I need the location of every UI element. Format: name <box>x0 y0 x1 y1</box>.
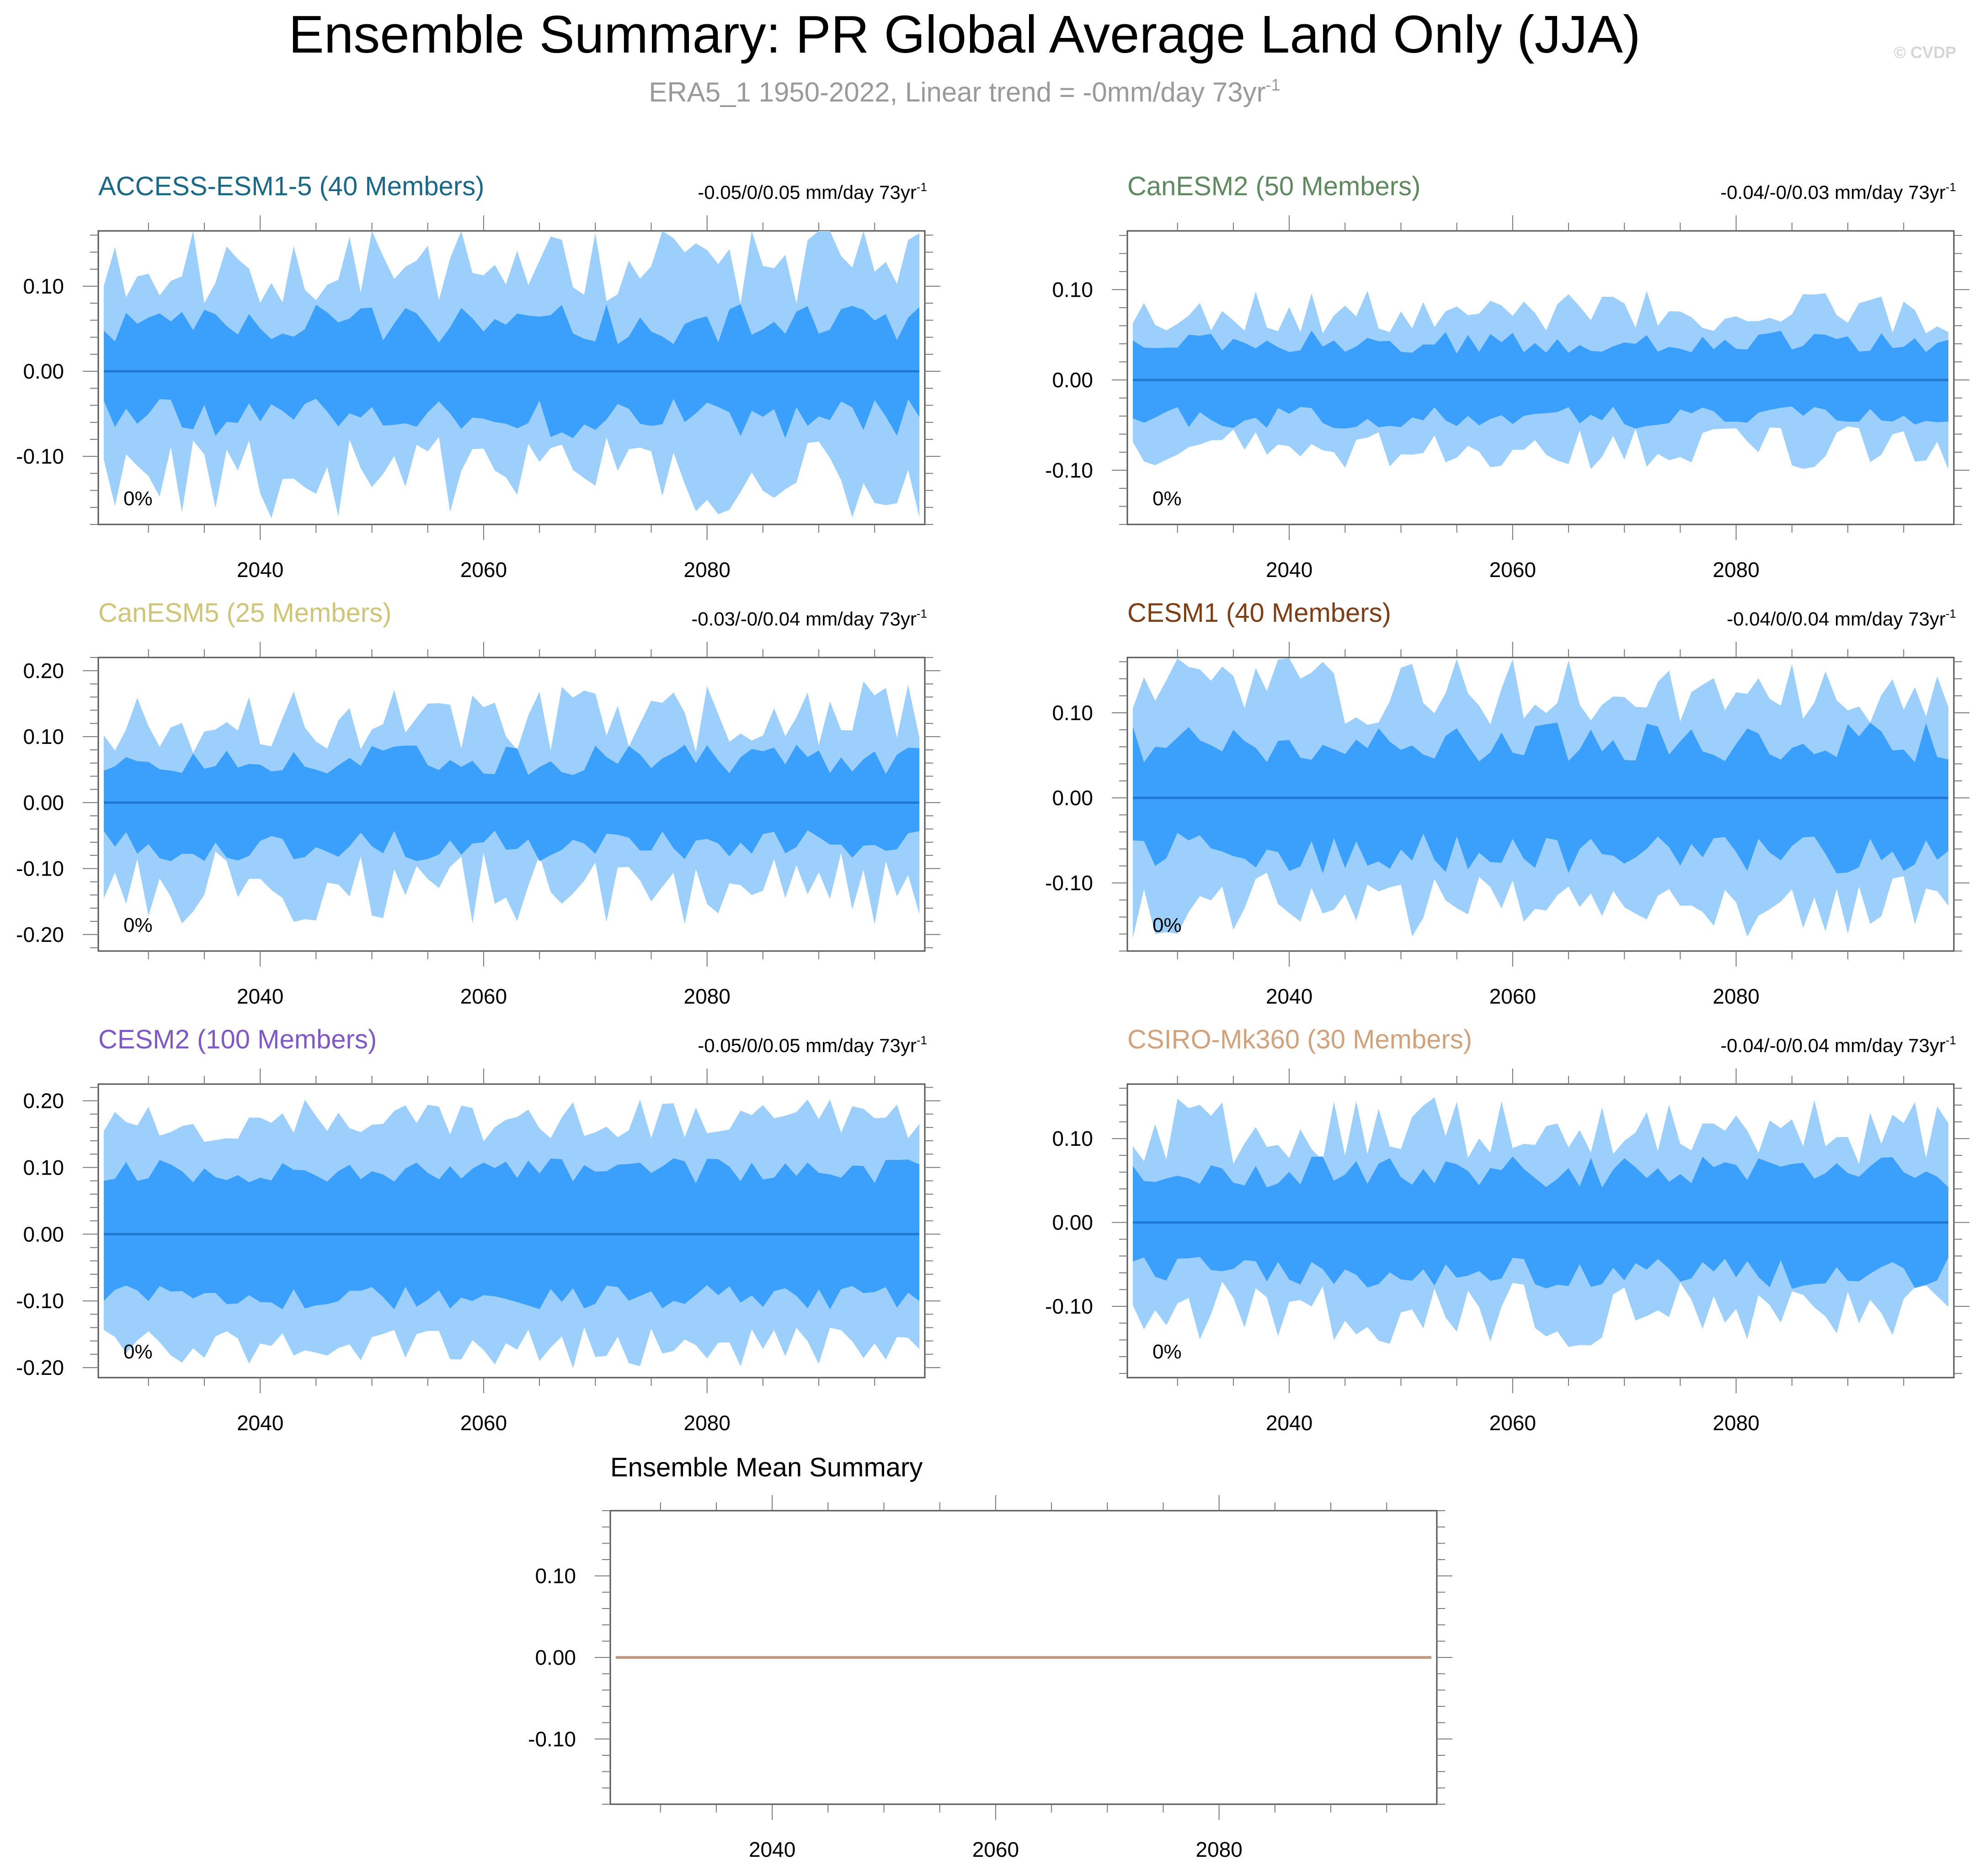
y-tick-label: 0.00 <box>1052 368 1093 392</box>
y-tick-label: -0.10 <box>16 1289 64 1313</box>
x-tick-label: 2080 <box>683 1411 730 1435</box>
y-tick-label: 0.10 <box>23 725 64 748</box>
y-tick-label: 0.20 <box>23 659 64 683</box>
y-tick-label: 0.10 <box>535 1564 576 1588</box>
trend-text: -0.03/-0/0.04 mm/day 73yr <box>691 608 917 630</box>
y-tick-label: 0.00 <box>1052 786 1093 810</box>
x-tick-label: 2040 <box>1266 558 1312 582</box>
x-tick-label: 2060 <box>1489 558 1536 582</box>
trend-sup: -1 <box>917 1033 927 1047</box>
trend-text: -0.04/0/0.04 mm/day 73yr <box>1727 608 1946 630</box>
panel-cesm2: 0% 0.20 0.10 0.00 -0.10 -0.20 2040 2060 2080 CESM… <box>16 1025 940 1435</box>
panel-canesm2: 0% 0.10 0.00 -0.10 2040 2060 2080 CanESM2 (50 M… <box>1045 171 1969 582</box>
trend-sup: -1 <box>917 607 927 620</box>
x-tick-label: 2040 <box>1266 984 1312 1008</box>
trend-sup: -1 <box>1946 1033 1956 1047</box>
page-subtitle-text: ERA5_1 1950-2022, Linear trend = -0mm/da… <box>649 77 1265 107</box>
y-tick-label: 0.00 <box>535 1646 576 1669</box>
page-subtitle: ERA5_1 1950-2022, Linear trend = -0mm/da… <box>649 75 1280 107</box>
panel-title: ACCESS-ESM1-5 (40 Members) <box>98 171 484 201</box>
y-tick-label: -0.20 <box>16 923 64 946</box>
trend-text: -0.05/0/0.05 mm/day 73yr <box>698 1035 917 1056</box>
percent-label: 0% <box>123 1341 153 1363</box>
y-tick-label: -0.10 <box>1045 871 1093 895</box>
trend-text: -0.04/-0/0.04 mm/day 73yr <box>1720 1035 1946 1056</box>
y-tick-label: 0.00 <box>23 359 64 383</box>
trend-sup: -1 <box>1946 607 1956 620</box>
page-subtitle-sup: -1 <box>1266 75 1280 94</box>
y-tick-label: 0.00 <box>23 791 64 814</box>
trend-sup: -1 <box>917 180 927 194</box>
x-tick-label: 2040 <box>237 558 283 582</box>
trend-sup: -1 <box>1946 180 1956 194</box>
x-tick-label: 2080 <box>1712 1411 1759 1435</box>
y-tick-label: -0.10 <box>16 857 64 881</box>
x-tick-label: 2060 <box>1489 984 1536 1008</box>
panel-title: CanESM5 (25 Members) <box>98 598 391 628</box>
x-tick-label: 2040 <box>237 984 283 1008</box>
x-tick-label: 2080 <box>1712 984 1759 1008</box>
percent-label: 0% <box>123 487 153 510</box>
panel-title: CanESM2 (50 Members) <box>1127 171 1420 201</box>
x-tick-label: 2060 <box>460 984 507 1008</box>
panel-title: CSIRO-Mk360 (30 Members) <box>1127 1025 1472 1054</box>
percent-label: 0% <box>1152 1341 1182 1363</box>
trend-text: -0.04/-0/0.03 mm/day 73yr <box>1720 182 1946 203</box>
trend-label: -0.05/0/0.05 mm/day 73yr-1 <box>698 180 927 203</box>
x-tick-label: 2060 <box>460 1411 507 1435</box>
percent-label: 0% <box>123 914 153 936</box>
panel-title: CESM2 (100 Members) <box>98 1025 377 1054</box>
panel-ensemble-mean: 0.10 0.00 -0.10 2040 2060 2080 Ensemble Mean S… <box>528 1453 1452 1861</box>
y-tick-label: -0.10 <box>1045 1294 1093 1318</box>
percent-label: 0% <box>1152 914 1182 936</box>
x-tick-label: 2060 <box>460 558 507 582</box>
panel-cesm1: 0% 0.10 0.00 -0.10 2040 2060 2080 CESM1 (40 Mem… <box>1045 598 1969 1008</box>
x-tick-label: 2080 <box>1712 558 1759 582</box>
trend-label: -0.04/-0/0.03 mm/day 73yr-1 <box>1720 180 1956 203</box>
panel-title: CESM1 (40 Members) <box>1127 598 1391 628</box>
x-tick-label: 2040 <box>749 1838 795 1861</box>
panels: 0% 0.10 0.00 -0.10 2040 2060 2080 ACCESS-ESM1-5… <box>16 171 1969 1861</box>
y-tick-label: 0.10 <box>1052 278 1093 301</box>
x-tick-label: 2040 <box>1266 1411 1312 1435</box>
x-tick-label: 2080 <box>683 984 730 1008</box>
watermark: © CVDP <box>1894 43 1956 62</box>
y-tick-label: 0.10 <box>23 1155 64 1179</box>
y-tick-label: 0.00 <box>1052 1211 1093 1235</box>
trend-text: -0.05/0/0.05 mm/day 73yr <box>698 182 917 203</box>
y-tick-label: -0.20 <box>16 1356 64 1379</box>
panel-csiro-mk360: 0% 0.10 0.00 -0.10 2040 2060 2080 CSIRO-Mk360 (… <box>1045 1025 1969 1435</box>
trend-label: -0.05/0/0.05 mm/day 73yr-1 <box>698 1033 927 1056</box>
y-tick-label: -0.10 <box>1045 458 1093 482</box>
y-tick-label: 0.10 <box>1052 1127 1093 1150</box>
panel-canesm5: 0% 0.20 0.10 0.00 -0.10 -0.20 2040 2060 2080 CanE… <box>16 598 940 1008</box>
x-tick-label: 2060 <box>972 1838 1019 1861</box>
trend-label: -0.04/-0/0.04 mm/day 73yr-1 <box>1720 1033 1956 1056</box>
y-tick-label: 0.00 <box>23 1222 64 1246</box>
x-tick-label: 2080 <box>683 558 730 582</box>
y-tick-label: 0.10 <box>23 274 64 298</box>
trend-label: -0.04/0/0.04 mm/day 73yr-1 <box>1727 607 1956 630</box>
y-tick-label: 0.20 <box>23 1089 64 1112</box>
y-tick-label: -0.10 <box>528 1727 576 1751</box>
x-tick-label: 2060 <box>1489 1411 1536 1435</box>
panel-title: Ensemble Mean Summary <box>610 1453 923 1482</box>
page-title: Ensemble Summary: PR Global Average Land… <box>288 5 1640 64</box>
trend-label: -0.03/-0/0.04 mm/day 73yr-1 <box>691 607 927 630</box>
y-tick-label: 0.10 <box>1052 701 1093 725</box>
percent-label: 0% <box>1152 487 1182 510</box>
panel-access-esm1-5: 0% 0.10 0.00 -0.10 2040 2060 2080 ACCESS-ESM1-5… <box>16 171 940 582</box>
y-tick-label: -0.10 <box>16 444 64 468</box>
x-tick-label: 2040 <box>237 1411 283 1435</box>
x-tick-label: 2080 <box>1195 1838 1242 1861</box>
